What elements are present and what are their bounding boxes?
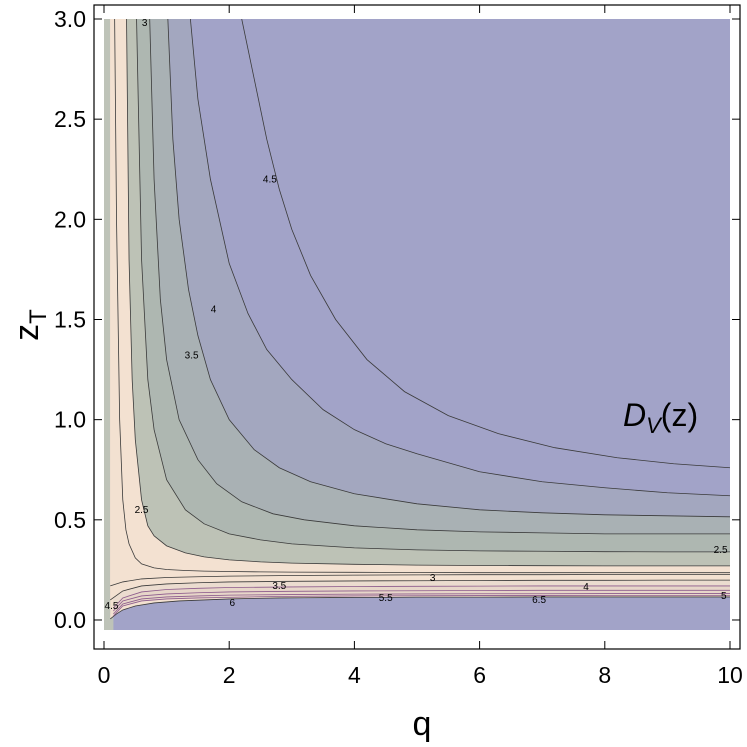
contour-line xyxy=(113,594,730,617)
contour-line xyxy=(110,579,730,601)
y-tick-label: 0.5 xyxy=(54,507,86,533)
contour-line xyxy=(241,19,730,469)
contour-line xyxy=(110,596,730,620)
region-fill xyxy=(241,19,730,468)
contour-level-label: 6 xyxy=(230,598,236,609)
contour-level-label: 6.5 xyxy=(532,595,546,606)
y-tick-label: 2.5 xyxy=(54,106,86,132)
svg-text:zT: zT xyxy=(8,309,52,341)
x-tick-label: 4 xyxy=(348,662,361,688)
contour-line xyxy=(113,589,730,612)
contour-level-label: 3 xyxy=(430,573,436,584)
annotation-main: D xyxy=(623,397,646,433)
contour-line xyxy=(114,19,730,574)
contour-level-label: 5.5 xyxy=(379,593,393,604)
annotation-subscript: V xyxy=(646,413,663,438)
x-tick-label: 0 xyxy=(98,662,111,688)
contour-line xyxy=(149,19,730,535)
region-fill-left xyxy=(104,19,114,630)
contour-line xyxy=(189,19,730,497)
x-tick-label: 2 xyxy=(223,662,236,688)
x-tick-label: 8 xyxy=(598,662,611,688)
filled-regions xyxy=(104,19,730,630)
y-tick-label: 0.0 xyxy=(54,607,86,633)
plot-frame xyxy=(93,4,741,650)
y-tick-label: 3.0 xyxy=(54,6,86,32)
contour-level-label: 3.5 xyxy=(272,581,286,592)
annotation-tail: (z) xyxy=(661,397,698,433)
contour-line xyxy=(167,19,730,518)
contour-labels: 3 4.5 4 3.5 2.5 2.5 3 3.5 4 5.5 5 6.5 6 4.5 xyxy=(105,18,728,612)
y-axis-label: zT xyxy=(8,309,52,341)
contour-level-label: 5 xyxy=(721,591,727,602)
x-tick-label: 6 xyxy=(473,662,486,688)
y-axis-label-main: z xyxy=(8,324,46,341)
contour-level-label: 3.5 xyxy=(185,351,199,362)
contour-level-label: 4.5 xyxy=(105,601,119,612)
contour-line xyxy=(126,19,730,567)
contour-line xyxy=(113,593,730,615)
contour-line xyxy=(110,574,730,587)
contour-level-label: 3 xyxy=(142,18,148,29)
contour-level-label: 2.5 xyxy=(714,545,728,556)
x-axis-label: q xyxy=(413,705,432,743)
contour-level-label: 4.5 xyxy=(263,174,277,185)
contour-line xyxy=(113,585,730,609)
contour-level-label: 4 xyxy=(583,582,589,593)
y-tick-label: 2.0 xyxy=(54,206,86,232)
y-axis-label-subscript: T xyxy=(25,309,52,324)
y-tick-label: 1.0 xyxy=(54,407,86,433)
contour-lines xyxy=(110,19,730,620)
chart-annotation: DV(z) xyxy=(623,397,698,438)
y-axis-ticks: 0.0 0.5 1.0 1.5 2.0 2.5 3.0 xyxy=(54,6,740,633)
contour-line xyxy=(136,19,730,553)
contour-level-label: 4 xyxy=(211,304,217,315)
y-tick-label: 1.5 xyxy=(54,306,86,332)
x-axis-ticks: 0 2 4 6 8 10 xyxy=(98,5,743,688)
x-tick-label: 10 xyxy=(717,662,743,688)
contour-level-label: 2.5 xyxy=(135,505,149,516)
